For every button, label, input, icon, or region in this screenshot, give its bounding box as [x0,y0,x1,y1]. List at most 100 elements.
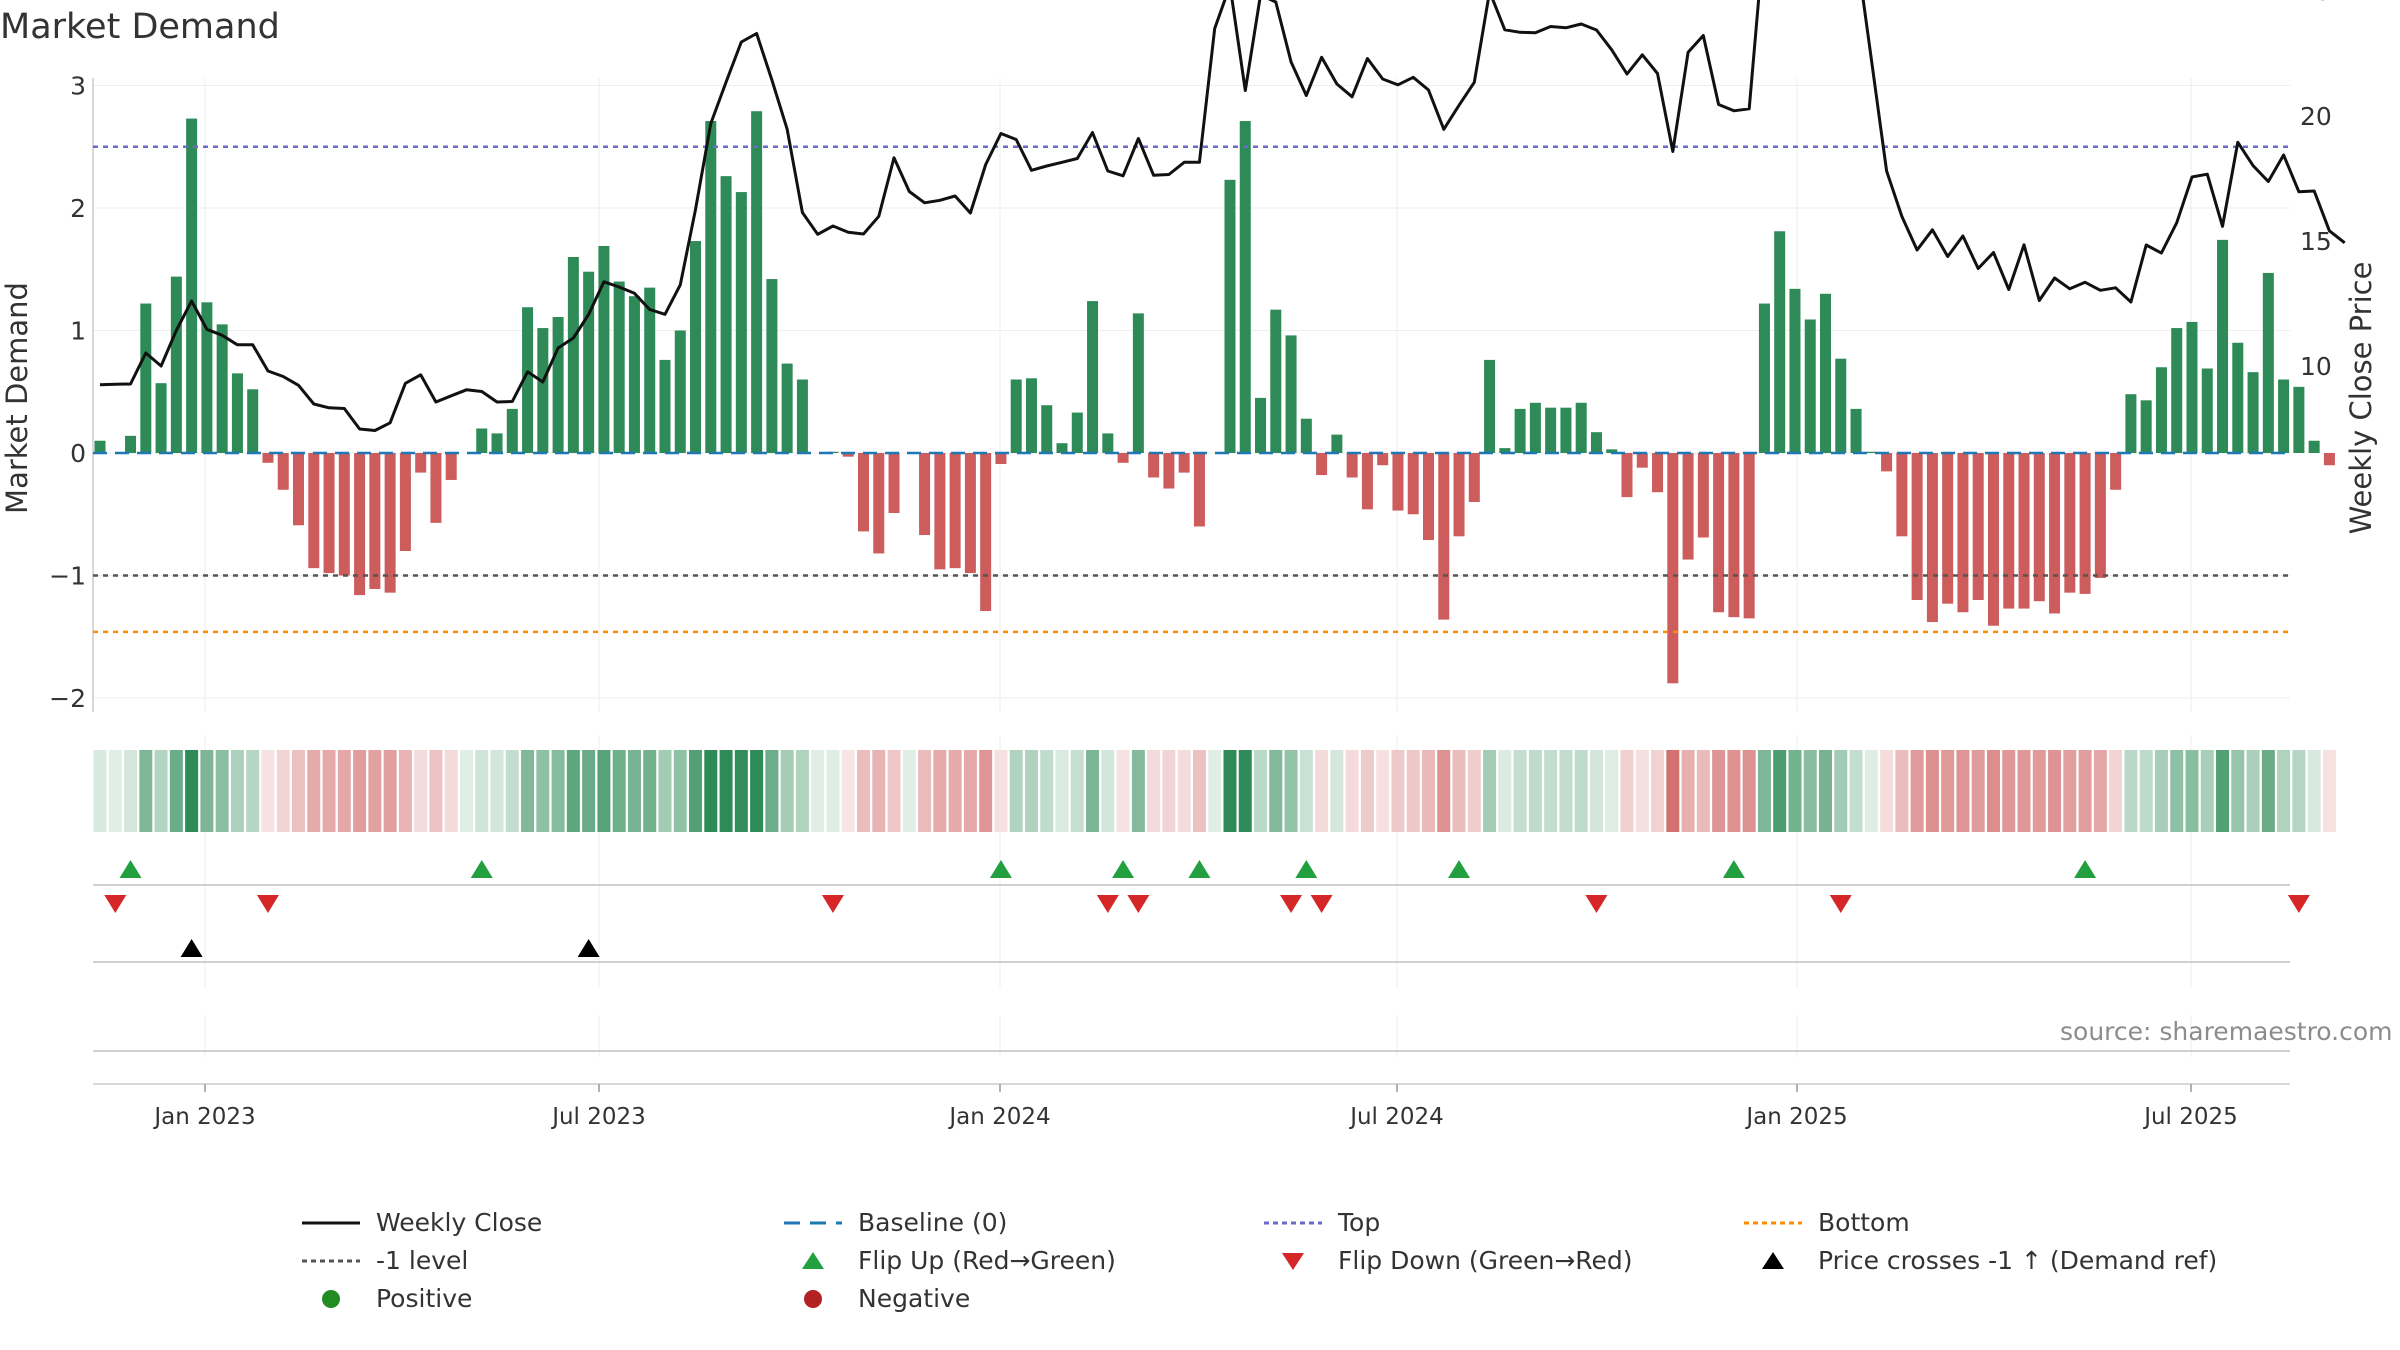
flip-down-marker [1127,895,1150,913]
demand-bar [1972,453,1984,600]
demand-bar [2049,453,2061,614]
demand-bar [1606,449,1618,453]
demand-bar [2262,272,2274,453]
demand-heat-cell [627,750,641,832]
demand-bar [567,257,579,453]
legend-label: Top [1338,1208,1381,1237]
demand-heat-cell [765,750,779,832]
demand-bar [1499,448,1511,453]
demand-bar [1056,443,1068,453]
x-tick-label: Jul 2023 [550,1104,646,1130]
demand-bar [1850,408,1862,453]
demand-bar [949,453,961,569]
demand-bar [598,245,610,453]
legend-label: Weekly Close [376,1208,543,1237]
demand-bar [2171,328,2183,453]
legend-item: Flip Up (Red→Green) [782,1246,1116,1275]
demand-bar [1911,453,1923,600]
demand-bar [858,453,869,532]
flip-up-marker [989,860,1012,878]
event-markers [104,860,2310,957]
demand-bar [1041,405,1053,453]
legend-label: Positive [376,1284,473,1313]
demand-bar [354,453,366,596]
demand-heat-cell [1238,750,1252,832]
demand-heat-cell [215,750,229,832]
demand-bar [1468,453,1480,502]
demand-bar [1438,453,1450,620]
demand-heat-cell [994,750,1008,832]
demand-heat-cell [1040,750,1054,832]
demand-heat-cell [1269,750,1283,832]
flip-down-marker [256,895,279,913]
demand-heat-cell [1254,750,1268,832]
demand-bar [1361,453,1373,510]
demand-heat-cell [2078,750,2092,832]
demand-bar [919,453,931,536]
demand-bar [522,307,534,453]
market-demand-chart: Market Demand Market Demand Weekly Close… [0,0,2378,1130]
demand-heat-cell [1162,750,1176,832]
demand-bar [1774,231,1786,453]
x-tick-label: Jan 2025 [1744,1104,1847,1130]
demand-heat-cell [1727,750,1741,832]
demand-bar [94,440,106,453]
demand-bars [94,111,2335,684]
y-tick-label: 3 [70,72,86,101]
demand-heat-cell [230,750,244,832]
demand-bar [1300,418,1312,453]
demand-heat-cell [1681,750,1695,832]
demand-heat-cell [1956,750,1970,832]
demand-heat-cell [597,750,611,832]
demand-heat-cell [780,750,794,832]
demand-heat-cell [1391,750,1405,832]
demand-heat-cell [1849,750,1863,832]
demand-bar [735,192,747,453]
flip-down-marker [104,895,127,913]
legend-item: -1 level [300,1246,468,1275]
flip-up-marker [1112,860,1135,878]
demand-bar [2018,453,2030,609]
demand-heat-cell [1131,750,1145,832]
demand-heat-cell [2261,750,2275,832]
demand-heat-cell [1986,750,2000,832]
flip-down-marker [1829,895,1852,913]
demand-bar [308,453,320,569]
demand-heat-cell [918,750,932,832]
demand-bar [1148,453,1160,478]
demand-heat-cell [1834,750,1848,832]
demand-bar [1835,358,1847,453]
legend-item: Top [1262,1208,1380,1237]
demand-bar [613,281,625,453]
demand-heat-cell [292,750,306,832]
demand-bar [2201,368,2213,453]
demand-bar [491,433,503,453]
demand-heat-cell [1971,750,1985,832]
demand-bar [1789,288,1801,453]
demand-heat-cell [1742,750,1756,832]
demand-bar [720,176,732,453]
demand-heat-cell [1116,750,1130,832]
demand-heat-cell [872,750,886,832]
demand-heat-cell [582,750,596,832]
legend-item: Bottom [1742,1208,1910,1237]
demand-bar [384,453,396,593]
demand-bar [1087,301,1099,453]
demand-heat-cell [566,750,580,832]
legend-label: Bottom [1818,1208,1910,1237]
demand-bar [796,379,808,453]
demand-bar [1224,179,1236,453]
demand-heat-cell [1483,750,1497,832]
demand-heat-cell [337,750,351,832]
demand-heat-cell [1406,750,1420,832]
demand-heat-cell [2185,750,2199,832]
demand-heat-cell [1544,750,1558,832]
flip-up-marker [1448,860,1471,878]
demand-heat-cell [1208,750,1222,832]
demand-bar [1285,335,1297,453]
demand-heat-cell [490,750,504,832]
demand-bar [964,453,976,574]
demand-heat-cell [2063,750,2077,832]
flip-up-marker [1295,860,1318,878]
